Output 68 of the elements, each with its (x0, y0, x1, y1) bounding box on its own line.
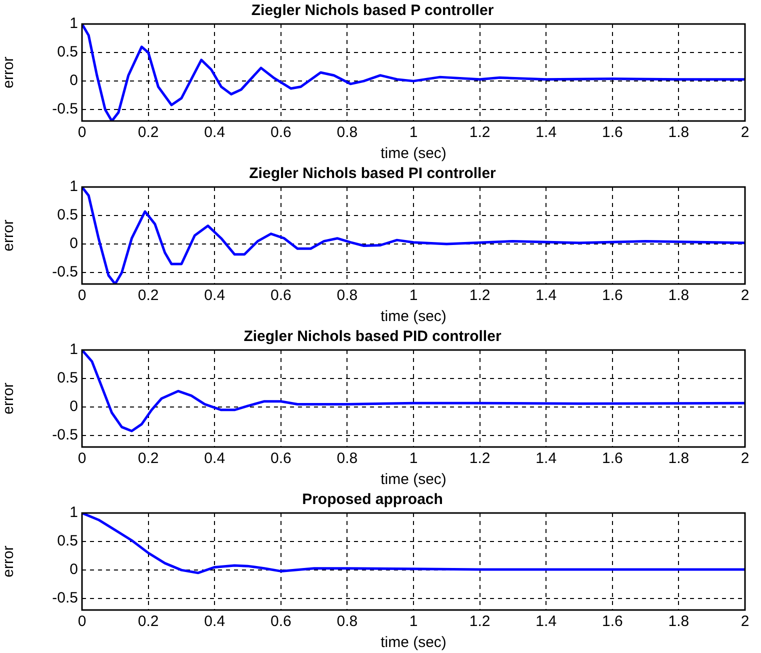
y-tick-label: 0.5 (57, 44, 78, 61)
y-axis-title: error (0, 220, 18, 252)
x-tick-label: 1.8 (668, 124, 690, 142)
x-axis-title: time (sec) (380, 308, 446, 326)
x-tick-label: 1.8 (668, 613, 690, 630)
x-tick-label: 0.4 (204, 450, 226, 468)
x-tick-label: 0.6 (270, 613, 292, 630)
x-tick-label: 1 (409, 613, 418, 630)
x-tick-label: 1.2 (469, 450, 490, 468)
x-tick-label: 1.6 (602, 287, 623, 304)
x-tick-label: 1.6 (602, 124, 623, 142)
x-tick-label: 0.4 (204, 613, 226, 630)
y-axis-title: error (0, 56, 18, 88)
x-tick-label: 0.4 (204, 124, 226, 142)
x-tick-label: 0.6 (270, 287, 292, 304)
y-axis-title: error (0, 382, 18, 414)
y-tick-label: 0 (70, 398, 78, 416)
y-tick-label: 1 (70, 341, 78, 358)
y-tick-label: 1 (70, 504, 78, 522)
x-tick-label: 1.2 (469, 124, 490, 142)
x-tick-label: 1.8 (668, 287, 690, 304)
y-tick-label: 0.5 (57, 532, 78, 550)
x-tick-label: 2 (740, 287, 750, 304)
x-tick-label: 1.6 (602, 613, 623, 630)
x-tick-label: 1.4 (536, 124, 557, 142)
x-tick-label: 0.2 (138, 613, 159, 630)
chart-title: Ziegler Nichols based P controller (251, 2, 494, 20)
y-tick-label: 0.5 (57, 370, 78, 387)
y-axis-title: error (0, 546, 18, 578)
x-tick-label: 1.4 (536, 450, 557, 468)
y-tick-label: -0.5 (52, 264, 78, 281)
chart-title: Ziegler Nichols based PI controller (249, 165, 496, 182)
chart-title: Ziegler Nichols based PID controller (244, 328, 502, 346)
x-axis-title: time (sec) (380, 471, 446, 488)
y-tick-label: 0 (70, 235, 78, 252)
x-tick-label: 1.4 (536, 287, 557, 304)
y-tick-label: 1 (70, 178, 78, 196)
x-tick-label: 0.8 (336, 124, 358, 142)
x-tick-label: 0.6 (270, 450, 292, 468)
x-tick-label: 1.6 (602, 450, 623, 468)
y-tick-label: -0.5 (52, 426, 78, 444)
x-tick-label: 0.8 (336, 450, 358, 468)
x-axis-title: time (sec) (380, 634, 446, 652)
x-tick-label: 1 (409, 124, 418, 142)
y-tick-label: -0.5 (52, 590, 78, 607)
x-tick-label: 1 (409, 450, 418, 468)
y-tick-label: 0.5 (57, 206, 78, 224)
x-tick-label: 2 (740, 124, 750, 142)
x-tick-label: 0.2 (138, 450, 159, 468)
x-tick-label: 0.2 (138, 124, 159, 142)
x-tick-label: 0.8 (336, 613, 358, 630)
x-tick-label: 1.2 (469, 613, 490, 630)
y-tick-label: -0.5 (52, 100, 78, 118)
x-axis-title: time (sec) (380, 145, 446, 162)
x-tick-label: 0.6 (270, 124, 292, 142)
y-tick-label: 0 (70, 72, 78, 90)
x-tick-label: 1.8 (668, 450, 690, 468)
y-tick-label: 1 (70, 15, 78, 32)
x-tick-label: 0.8 (336, 287, 358, 304)
chart-title: Proposed approach (302, 491, 443, 508)
x-tick-label: 2 (740, 613, 750, 630)
x-tick-label: 1 (409, 287, 418, 304)
x-tick-label: 1.4 (536, 613, 557, 630)
x-tick-label: 2 (740, 450, 750, 468)
y-tick-label: 0 (70, 561, 78, 578)
x-tick-label: 0.4 (204, 287, 226, 304)
x-tick-label: 0.2 (138, 287, 159, 304)
x-tick-label: 1.2 (469, 287, 490, 304)
